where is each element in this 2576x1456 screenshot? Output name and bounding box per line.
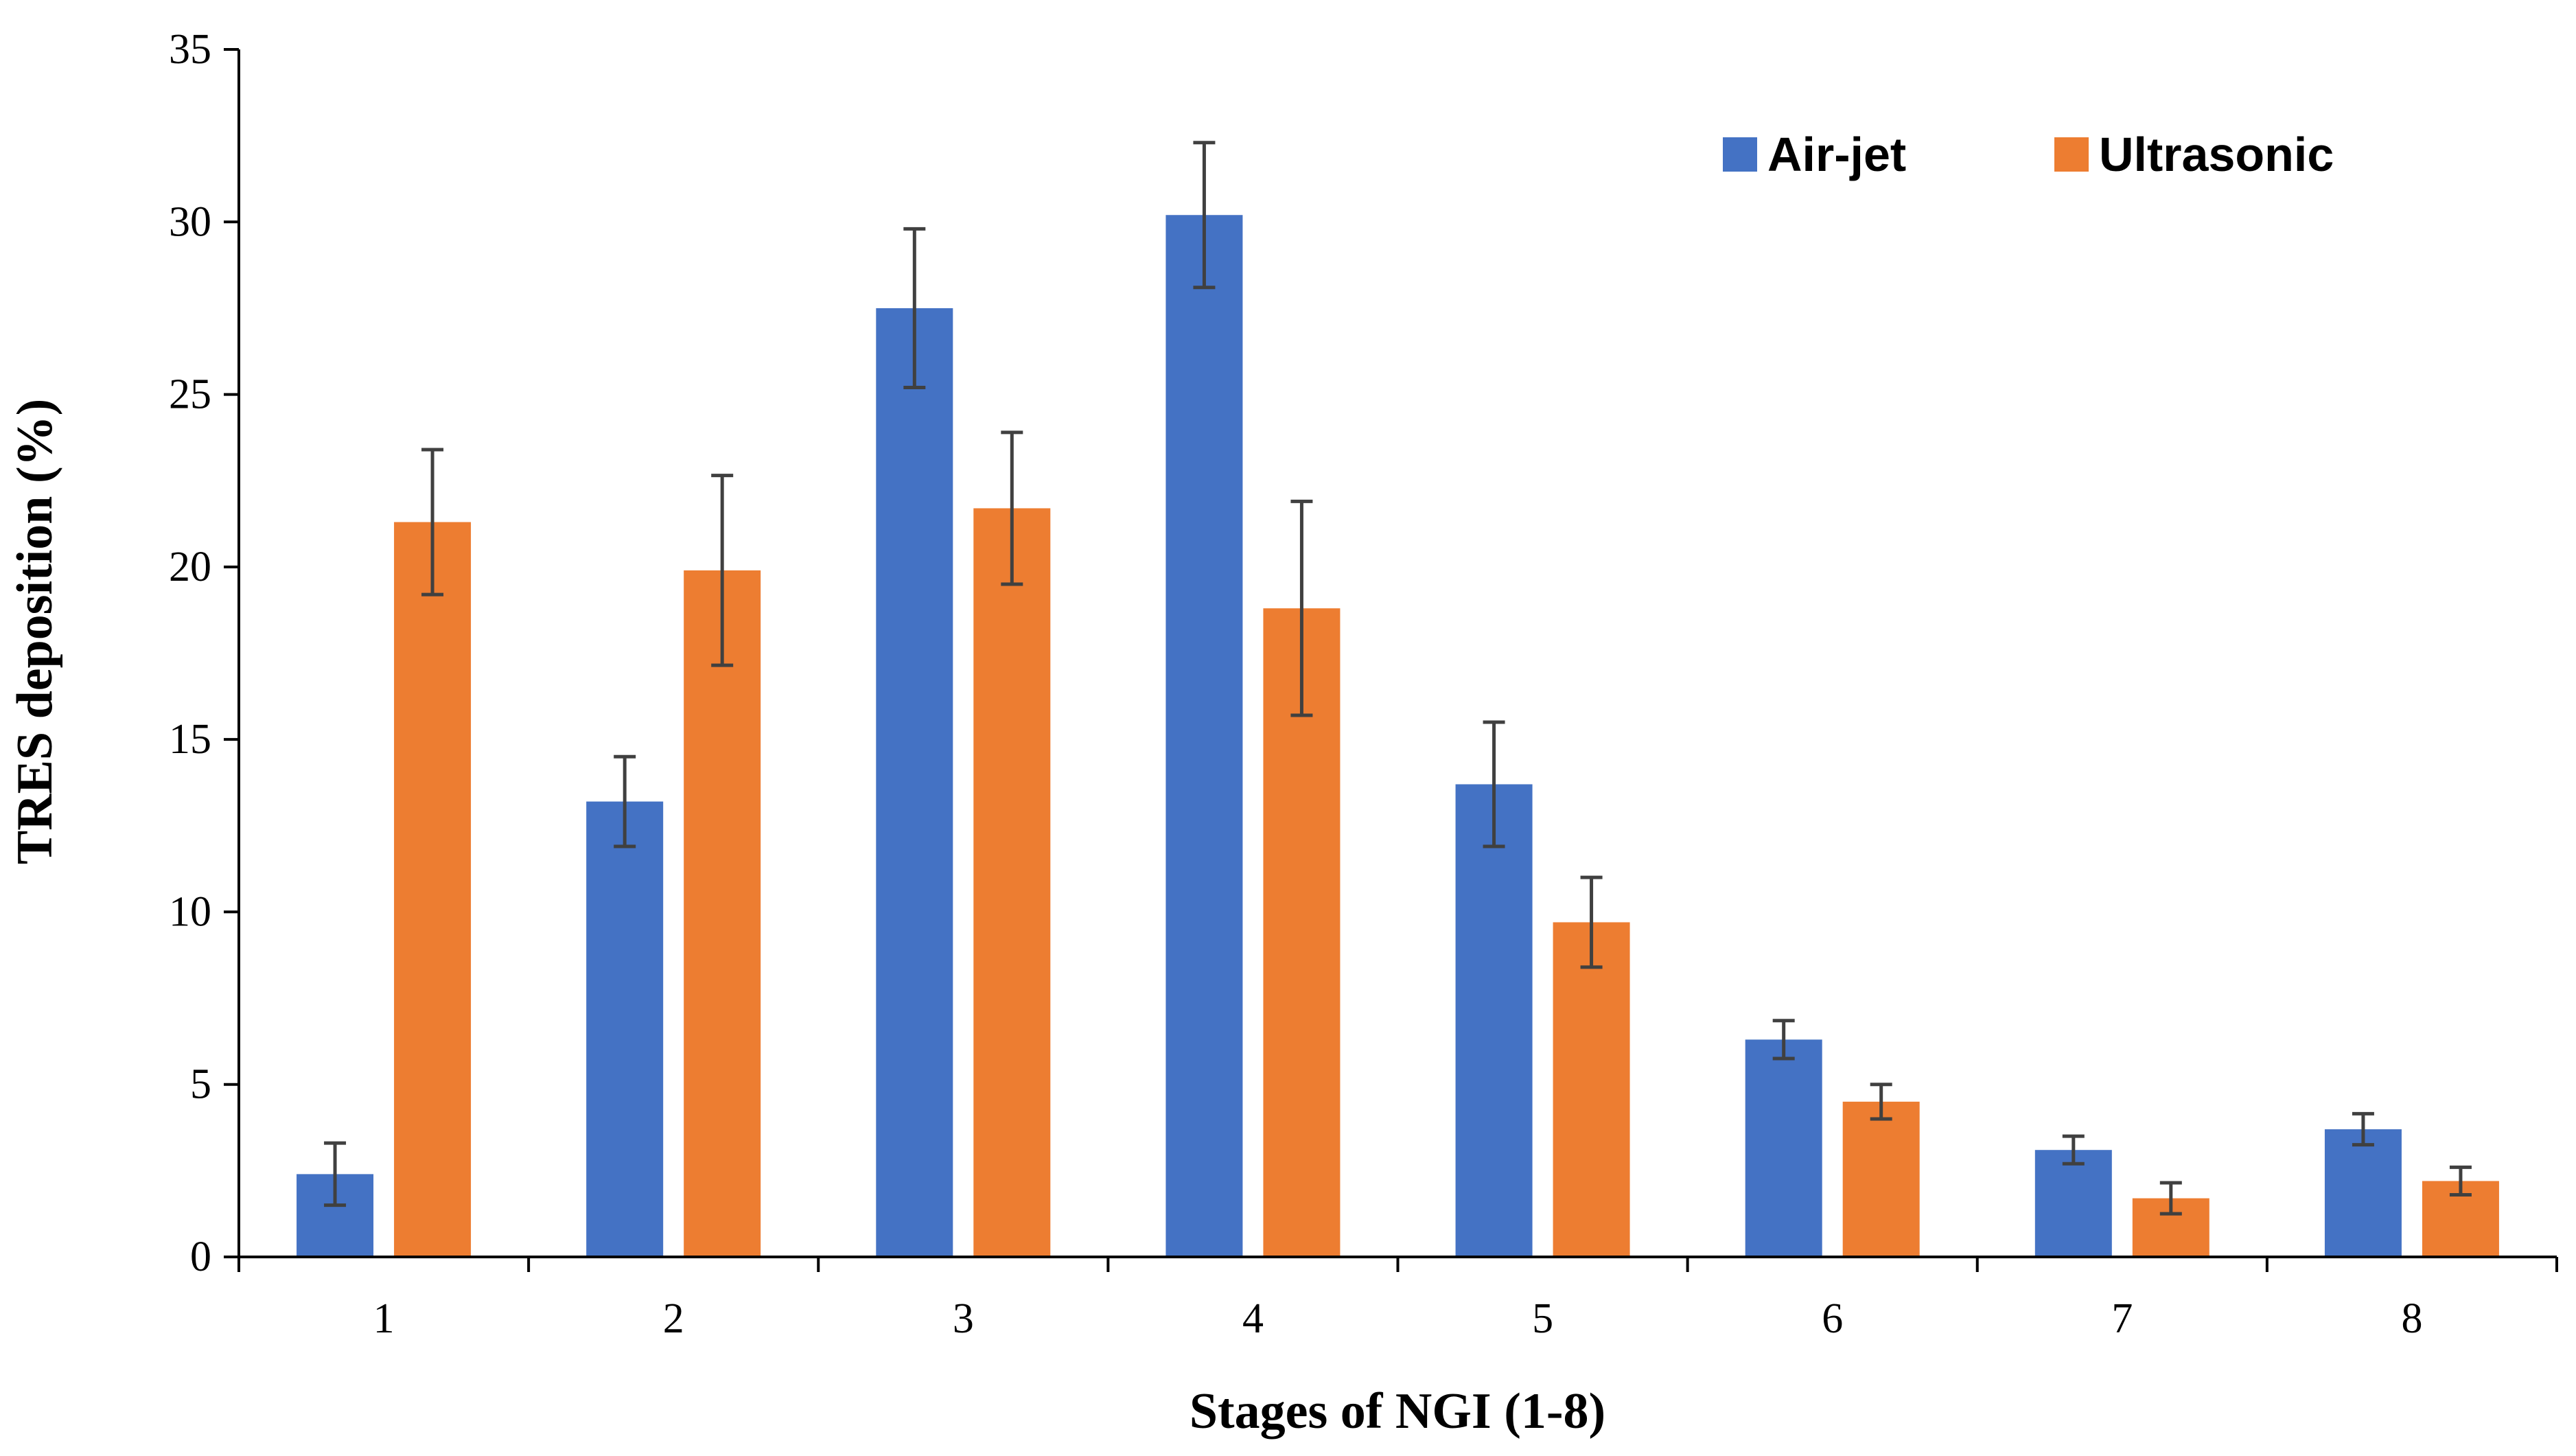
y-tick-label: 20 xyxy=(169,544,211,590)
bar-air-jet-3 xyxy=(876,308,953,1257)
bar-ultrasonic-2 xyxy=(684,570,761,1257)
x-tick-label: 6 xyxy=(1822,1295,1843,1342)
legend-label-ultrasonic: Ultrasonic xyxy=(2099,128,2334,181)
legend: Air-jet Ultrasonic xyxy=(1723,128,2334,181)
bar-ultrasonic-1 xyxy=(394,522,472,1257)
bar-air-jet-2 xyxy=(586,801,664,1257)
x-tick-label: 3 xyxy=(953,1295,974,1342)
x-tick-label: 8 xyxy=(2401,1295,2422,1342)
y-tick-label: 30 xyxy=(169,198,211,245)
bars xyxy=(297,215,2499,1258)
x-tick-label: 1 xyxy=(373,1295,395,1342)
bar-air-jet-8 xyxy=(2324,1129,2402,1257)
y-tick-label: 35 xyxy=(169,26,211,73)
x-tick-label: 5 xyxy=(1532,1295,1553,1342)
y-tick-label: 15 xyxy=(169,716,211,763)
x-tick-label: 7 xyxy=(2111,1295,2133,1342)
y-axis-ticks: 0 5 10 15 20 25 30 35 xyxy=(169,26,239,1280)
bar-air-jet-4 xyxy=(1165,215,1243,1258)
legend-label-air-jet: Air-jet xyxy=(1767,128,1906,181)
y-tick-label: 5 xyxy=(190,1061,211,1108)
bar-ultrasonic-5 xyxy=(1553,922,1630,1257)
legend-swatch-ultrasonic xyxy=(2054,137,2089,172)
y-tick-label: 10 xyxy=(169,888,211,935)
bar-ultrasonic-6 xyxy=(1842,1101,1920,1257)
bar-air-jet-6 xyxy=(1745,1039,1822,1257)
error-bars xyxy=(324,141,2472,1216)
x-axis-ticks: 1 2 3 4 5 6 7 8 xyxy=(237,1257,2558,1342)
bar-air-jet-5 xyxy=(1455,784,1533,1257)
y-axis-title: TRES deposition (%) xyxy=(7,399,63,864)
y-tick-label: 25 xyxy=(169,371,211,418)
x-axis-title: Stages of NGI (1-8) xyxy=(1190,1383,1605,1440)
x-tick-label: 4 xyxy=(1242,1295,1264,1342)
y-tick-label: 0 xyxy=(190,1234,211,1280)
bar-air-jet-7 xyxy=(2034,1150,2112,1257)
x-tick-label: 2 xyxy=(663,1295,684,1342)
legend-swatch-air-jet xyxy=(1723,137,1757,172)
axes xyxy=(237,49,2557,1258)
bar-ultrasonic-3 xyxy=(973,508,1051,1258)
